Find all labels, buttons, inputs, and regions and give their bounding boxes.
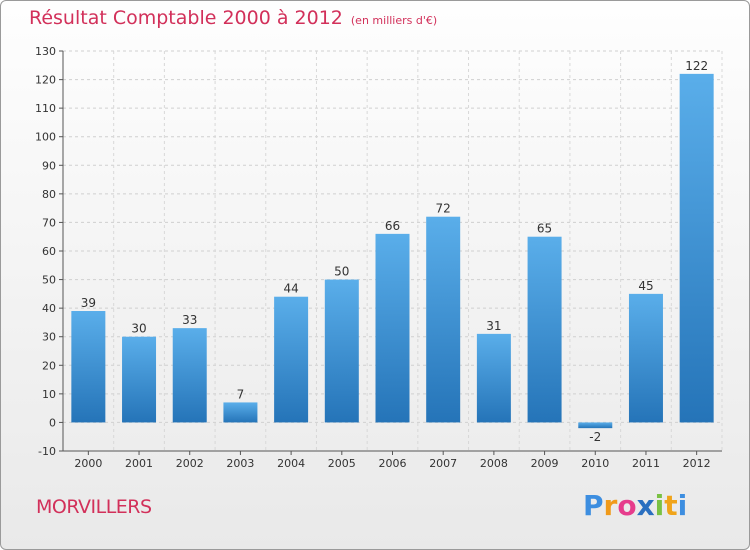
brand-letter: x <box>636 489 655 522</box>
chart-subtitle: (en milliers d'€) <box>350 14 438 27</box>
x-tick-label: 2002 <box>176 457 204 470</box>
bar-value-label: 66 <box>385 219 400 233</box>
x-tick-label: 2004 <box>277 457 305 470</box>
y-tick-label: 0 <box>49 416 56 429</box>
x-tick-label: 2005 <box>328 457 356 470</box>
bar <box>172 328 207 423</box>
bar <box>122 336 157 423</box>
y-tick-label: 40 <box>42 302 56 315</box>
bar-value-label: 33 <box>182 313 197 327</box>
y-tick-label: 130 <box>35 45 56 58</box>
x-tick-label: 2009 <box>531 457 559 470</box>
city-name: MORVILLERS <box>36 496 152 518</box>
y-tick-label: -10 <box>38 445 56 458</box>
y-tick-label: 110 <box>35 102 56 115</box>
bar-value-label: -2 <box>589 430 601 444</box>
brand-letter: o <box>617 489 637 522</box>
bar-value-label: 39 <box>81 296 96 310</box>
x-tick-label: 2006 <box>379 457 407 470</box>
y-tick-label: 100 <box>35 131 56 144</box>
y-tick-label: 10 <box>42 388 56 401</box>
bar <box>426 216 461 423</box>
bar-value-label: 50 <box>334 265 349 279</box>
bar <box>223 402 258 423</box>
bar-value-label: 122 <box>685 59 708 73</box>
bar-value-label: 44 <box>283 282 298 296</box>
proxiti-logo: Proxiti <box>583 489 687 522</box>
y-tick-label: 50 <box>42 274 56 287</box>
y-tick-label: 120 <box>35 74 56 87</box>
chart-title: Résultat Comptable 2000 à 2012 (en millie… <box>29 7 437 29</box>
y-tick-label: 30 <box>42 331 56 344</box>
bar <box>375 233 410 423</box>
brand-letter: P <box>583 489 604 522</box>
x-tick-label: 2007 <box>429 457 457 470</box>
chart-title-text: Résultat Comptable 2000 à 2012 <box>29 7 343 29</box>
y-tick-label: 60 <box>42 245 56 258</box>
bar <box>679 73 714 423</box>
bar <box>476 333 511 423</box>
axes: -10 0 10 20 30 40 50 60 70 80 90 100 110 120 130 2000 20… <box>35 45 722 470</box>
y-tick-label: 90 <box>42 159 56 172</box>
x-tick-label: 2011 <box>632 457 660 470</box>
brand-letter: i <box>654 489 665 522</box>
y-tick-label: 70 <box>42 216 56 229</box>
x-tick-label: 2008 <box>480 457 508 470</box>
bar <box>324 279 359 423</box>
x-tick-label: 2001 <box>125 457 153 470</box>
x-tick-label: 2012 <box>683 457 711 470</box>
bar-value-label: 45 <box>638 279 653 293</box>
bar-value-label: 30 <box>131 322 146 336</box>
bar-value-label: 72 <box>436 202 451 216</box>
bars <box>71 73 714 429</box>
bar <box>578 422 613 429</box>
brand-letter: i <box>677 489 688 522</box>
x-tick-label: 2003 <box>226 457 254 470</box>
y-tick-label: 20 <box>42 359 56 372</box>
bar <box>628 293 663 423</box>
bar <box>527 236 562 423</box>
x-tick-label: 2010 <box>581 457 609 470</box>
brand-letter: r <box>603 489 618 522</box>
y-tick-label: 80 <box>42 188 56 201</box>
bar-value-label: 7 <box>237 387 245 401</box>
bar <box>71 311 106 423</box>
bar-value-label: 31 <box>486 319 501 333</box>
x-tick-label: 2000 <box>74 457 102 470</box>
brand-letter: t <box>664 489 678 522</box>
bar <box>274 296 309 423</box>
bar-value-label: 65 <box>537 222 552 236</box>
data-labels: 39 30 33 7 44 50 66 72 31 65 -2 45 122 <box>81 59 708 444</box>
